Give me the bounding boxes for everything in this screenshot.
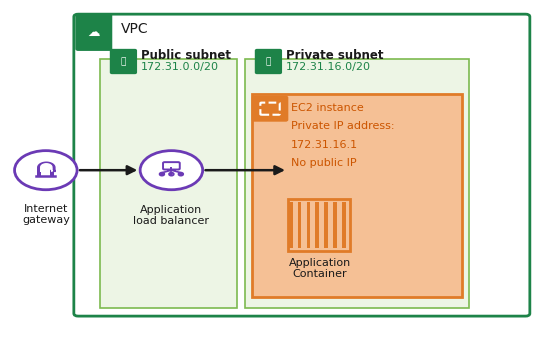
Bar: [307, 202, 310, 248]
Bar: [50, 169, 54, 176]
Text: VPC: VPC: [121, 22, 149, 36]
Bar: [298, 202, 301, 248]
Bar: [100, 59, 237, 308]
Text: Internet
gateway: Internet gateway: [22, 204, 70, 225]
FancyBboxPatch shape: [253, 97, 287, 121]
Text: No public IP: No public IP: [291, 158, 357, 168]
Text: 172.31.16.1: 172.31.16.1: [291, 140, 358, 150]
Circle shape: [15, 151, 77, 190]
Bar: [315, 202, 319, 248]
Text: 🔒: 🔒: [121, 57, 126, 66]
Bar: [161, 174, 163, 175]
Bar: [245, 59, 469, 308]
Bar: [333, 202, 337, 248]
Bar: [288, 199, 350, 251]
Text: 🔒: 🔒: [266, 57, 271, 66]
Text: ☁: ☁: [87, 26, 100, 38]
Bar: [180, 174, 182, 175]
FancyBboxPatch shape: [255, 50, 281, 73]
Text: Application
load balancer: Application load balancer: [133, 205, 210, 226]
Bar: [170, 174, 172, 175]
Bar: [324, 202, 328, 248]
Bar: [37, 169, 42, 176]
Text: Private IP address:: Private IP address:: [291, 121, 395, 131]
Text: 172.31.0.0/20: 172.31.0.0/20: [141, 62, 219, 72]
Circle shape: [140, 151, 203, 190]
FancyBboxPatch shape: [110, 50, 136, 73]
Text: Public subnet: Public subnet: [141, 49, 231, 62]
Text: Private subnet: Private subnet: [286, 49, 383, 62]
Bar: [289, 202, 293, 248]
FancyBboxPatch shape: [76, 14, 112, 50]
Text: 172.31.16.0/20: 172.31.16.0/20: [286, 62, 371, 72]
Text: EC2 instance: EC2 instance: [291, 103, 364, 113]
FancyBboxPatch shape: [74, 14, 530, 316]
Bar: [252, 94, 462, 297]
Text: Application
Container: Application Container: [288, 258, 351, 279]
Bar: [342, 202, 345, 248]
